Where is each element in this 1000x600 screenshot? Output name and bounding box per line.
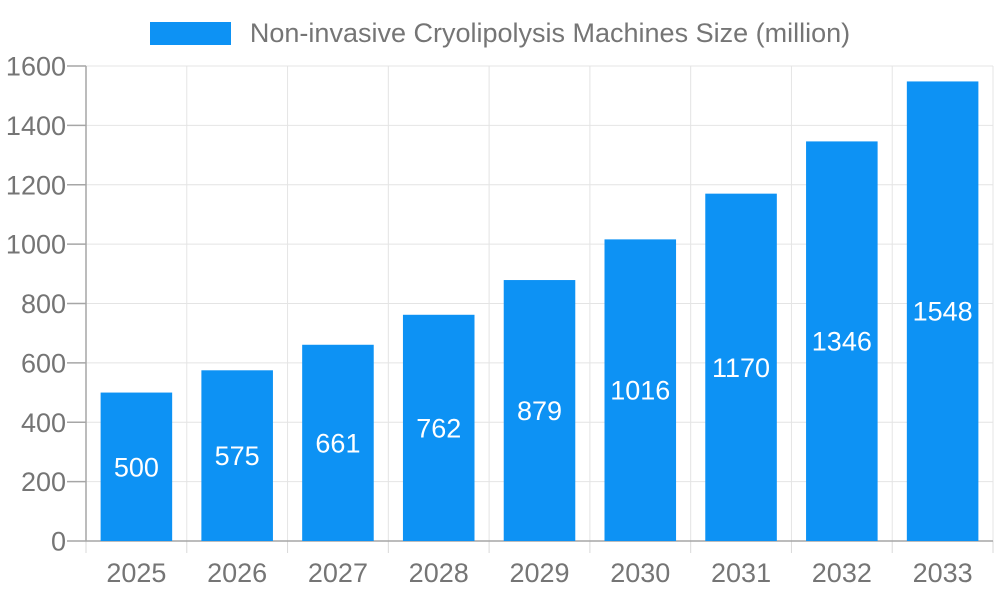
- bar-2030[interactable]: [604, 239, 677, 541]
- bar-value-label: 1170: [712, 353, 770, 383]
- bar-value-label: 762: [416, 413, 461, 443]
- x-tick-label: 2033: [913, 558, 973, 588]
- bar-value-label: 1548: [913, 297, 973, 327]
- bar-value-label: 661: [315, 428, 360, 458]
- x-tick-label: 2026: [207, 558, 267, 588]
- bar-2031[interactable]: [705, 193, 777, 541]
- bar-value-label: 1346: [812, 327, 872, 357]
- bar-value-label: 1016: [610, 376, 670, 406]
- bar-2029[interactable]: [503, 280, 576, 541]
- bar-2026[interactable]: [201, 370, 273, 541]
- y-tick-label: 400: [21, 408, 66, 438]
- x-tick-label: 2030: [610, 558, 670, 588]
- x-tick-label: 2029: [509, 558, 569, 588]
- x-tick-label: 2032: [812, 558, 872, 588]
- bar-value-label: 575: [215, 441, 260, 471]
- y-tick-label: 600: [21, 348, 66, 378]
- y-tick-label: 1600: [6, 52, 66, 82]
- legend-swatch-icon: [149, 22, 231, 46]
- bar-2025[interactable]: [100, 392, 173, 541]
- legend[interactable]: Non-invasive Cryolipolysis Machines Size…: [0, 18, 1000, 49]
- x-tick-label: 2028: [409, 558, 469, 588]
- x-tick-label: 2027: [308, 558, 368, 588]
- y-tick-label: 1000: [6, 230, 66, 260]
- y-tick-label: 1400: [6, 111, 66, 141]
- y-tick-label: 200: [21, 467, 66, 497]
- bar-2027[interactable]: [302, 344, 374, 541]
- bar-value-label: 879: [517, 396, 562, 426]
- bar-2033[interactable]: [906, 81, 979, 541]
- y-tick-label: 0: [51, 527, 66, 557]
- x-tick-label: 2031: [711, 558, 771, 588]
- bar-value-label: 500: [114, 452, 159, 482]
- bar-2032[interactable]: [806, 141, 878, 541]
- x-tick-label: 2025: [106, 558, 166, 588]
- y-tick-label: 800: [21, 289, 66, 319]
- y-tick-label: 1200: [6, 170, 66, 200]
- bar-2028[interactable]: [402, 314, 475, 541]
- legend-label: Non-invasive Cryolipolysis Machines Size…: [249, 18, 851, 48]
